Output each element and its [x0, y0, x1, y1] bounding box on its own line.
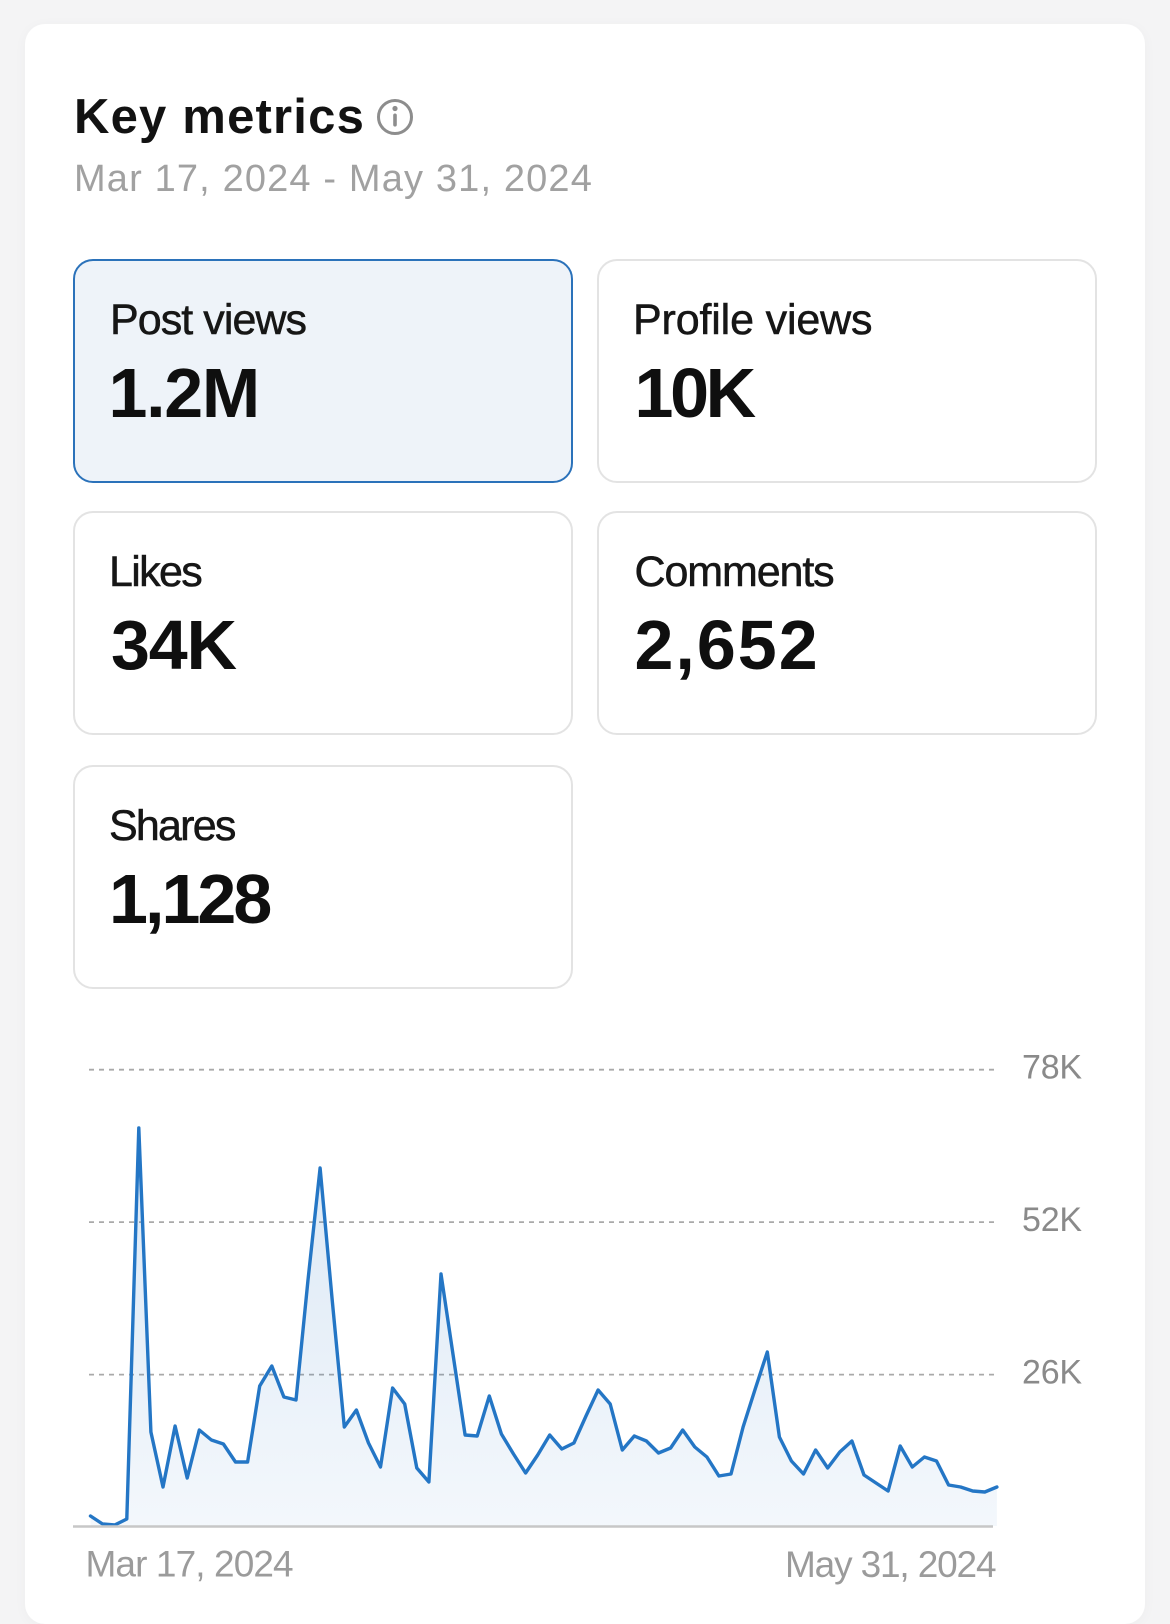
svg-text:52K: 52K — [1022, 1201, 1082, 1239]
svg-text:26K: 26K — [1022, 1353, 1082, 1391]
svg-text:May 31, 2024: May 31, 2024 — [785, 1544, 996, 1585]
svg-text:Mar 17, 2024: Mar 17, 2024 — [86, 1544, 294, 1585]
svg-text:78K: 78K — [1022, 1049, 1082, 1087]
